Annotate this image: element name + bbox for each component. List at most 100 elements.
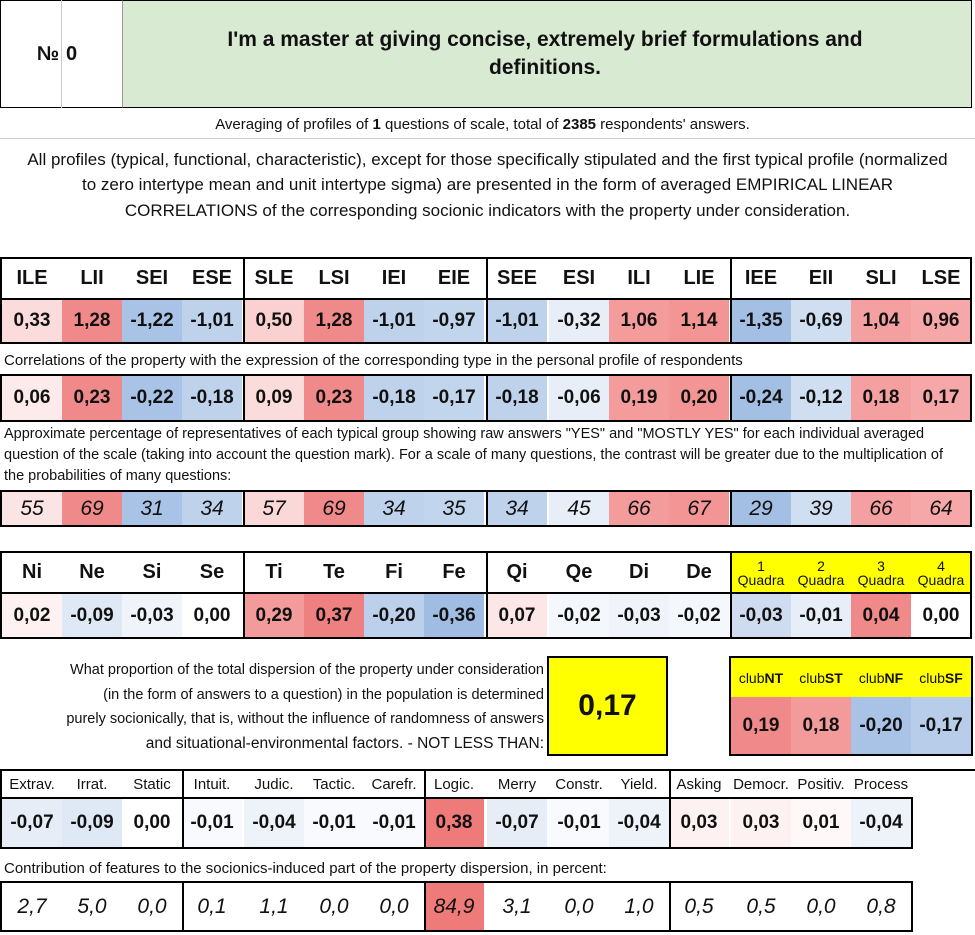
- club-name: ST: [824, 669, 843, 686]
- trait-value: 0,00: [122, 799, 182, 847]
- function-table: Ni Ne Si Se Ti Te Fi Fe Qi Qe Di De 0,02 -0,09 -0,03 0,…: [0, 551, 972, 639]
- quadra-number: 2: [817, 557, 825, 574]
- type-header: LSI: [304, 259, 364, 298]
- title-box: [122, 0, 972, 108]
- type-header: LII: [62, 259, 122, 298]
- function-header: Ni: [22, 561, 42, 583]
- type-corr-value: 0,19: [609, 376, 669, 420]
- dispersion-line: What proportion of the total dispersion …: [70, 662, 544, 678]
- function-header: Si: [142, 561, 162, 583]
- dispersion-line: (in the form of answers to a question) i…: [103, 686, 544, 703]
- number-label: №: [36, 42, 59, 65]
- group-divider: [0, 490, 2, 527]
- function-value: 0,29: [244, 594, 304, 637]
- type-corr-value: 0,18: [851, 376, 911, 420]
- function-value: -0,36: [424, 594, 484, 637]
- summary-line: Averaging of profiles of 1 questions of …: [0, 110, 965, 138]
- type-pct-value: 45: [549, 492, 609, 525]
- type-profile-value: 1,28: [304, 300, 364, 342]
- quadra-header: 4 Quadra: [911, 553, 971, 592]
- type-pct-value: 34: [487, 492, 547, 525]
- type-header: EII: [791, 259, 851, 298]
- type-header: ESI: [549, 259, 609, 298]
- quadra-header: 1 Quadra: [731, 553, 791, 592]
- type-pct-value: 31: [122, 492, 182, 525]
- trait-value: -0,01: [364, 799, 424, 847]
- trait-header: Merry: [497, 775, 537, 793]
- page-title: I'm a master at giving concise, extremel…: [227, 28, 863, 79]
- type-pct-value: 35: [424, 492, 484, 525]
- quadra-word: Quadra: [737, 571, 785, 588]
- trait-header: Constr.: [555, 775, 603, 793]
- type-pct-value: 66: [851, 492, 911, 525]
- function-value: -0,20: [364, 594, 424, 637]
- trait-header: Yield.: [620, 775, 658, 793]
- table-edge: [911, 881, 913, 932]
- type-header: SLE: [244, 259, 304, 298]
- club-prefix: club: [858, 669, 885, 686]
- function-header: Te: [323, 561, 345, 583]
- type-pct-value: 55: [2, 492, 62, 525]
- trait-contrib-value: 0,0: [304, 883, 364, 930]
- quadra-word: Quadra: [857, 571, 905, 588]
- type-profile-value: 1,28: [62, 300, 122, 342]
- group-divider: [970, 374, 972, 422]
- group-divider: [669, 769, 671, 849]
- type-header: ESE: [182, 259, 242, 298]
- group-divider: [182, 881, 184, 932]
- trait-value: -0,07: [487, 799, 547, 847]
- type-header: ILE: [2, 259, 62, 298]
- trait-value: -0,04: [851, 799, 911, 847]
- group-divider: [486, 551, 488, 639]
- trait-header: Positiv.: [797, 775, 845, 793]
- group-divider: [0, 374, 2, 422]
- function-value: 0,07: [487, 594, 547, 637]
- rule: [0, 881, 913, 883]
- type-corr-value: 0,17: [911, 376, 971, 420]
- function-value: 0,02: [2, 594, 62, 637]
- trait-contrib-value: 0,0: [549, 883, 609, 930]
- type-corr-value: -0,18: [487, 376, 547, 420]
- club-header: club NF: [851, 658, 911, 697]
- type-corr-value: 0,09: [244, 376, 304, 420]
- type-corr-value: 0,06: [2, 376, 62, 420]
- function-header: Fi: [385, 561, 403, 583]
- type-corr-value: -0,06: [549, 376, 609, 420]
- function-value: -0,02: [549, 594, 609, 637]
- type-profile-value: 0,96: [911, 300, 971, 342]
- group-divider: [243, 374, 245, 422]
- club-header: club ST: [791, 658, 851, 697]
- club-name: SF: [944, 669, 963, 686]
- quadra-header: 2 Quadra: [791, 553, 851, 592]
- club-prefix: club: [738, 669, 765, 686]
- summary-suffix: respondents' answers.: [596, 115, 750, 133]
- quadra-header: 3 Quadra: [851, 553, 911, 592]
- group-divider: [970, 490, 972, 527]
- function-header: Se: [199, 561, 225, 583]
- trait-value: -0,09: [62, 799, 122, 847]
- club-prefix: club: [919, 669, 945, 686]
- function-value: -0,09: [62, 594, 122, 637]
- function-value: 0,37: [304, 594, 364, 637]
- trait-header: Judic.: [254, 775, 294, 793]
- trait-contrib-value: 1,1: [244, 883, 304, 930]
- trait-value: 0,38: [424, 799, 484, 847]
- trait-header: Asking: [676, 775, 722, 793]
- type-pct-value: 66: [609, 492, 669, 525]
- type-profile-value: -0,69: [791, 300, 851, 342]
- trait-header: Process: [853, 775, 909, 793]
- trait-value: 0,03: [669, 799, 729, 847]
- group-divider: [424, 769, 426, 849]
- type-pct-value: 29: [731, 492, 791, 525]
- dispersion-line: and situational-environmental factors. -…: [145, 734, 544, 752]
- type-table: ILE LII SEI ESE SLE LSI IEI EIE SEE ESI ILI LIE IEE E…: [0, 257, 972, 527]
- rule: [0, 769, 975, 771]
- group-divider: [243, 490, 245, 527]
- type-header: SLI: [851, 259, 911, 298]
- summary-questions: 1: [372, 115, 381, 133]
- type-header: IEE: [731, 259, 791, 298]
- quadra-word: Quadra: [797, 571, 845, 588]
- trait-contrib-value: 0,0: [364, 883, 424, 930]
- summary-respondents: 2385: [562, 115, 597, 133]
- trait-value: -0,01: [549, 799, 609, 847]
